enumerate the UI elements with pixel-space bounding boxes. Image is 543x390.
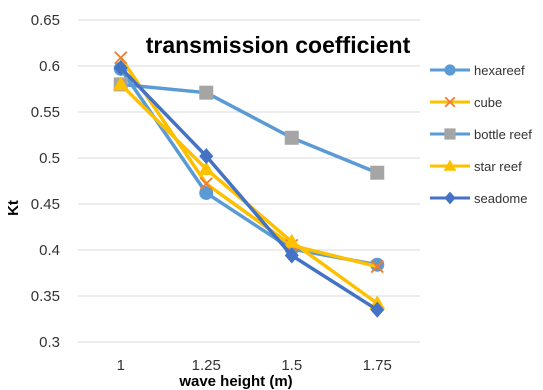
data-point [443,159,457,171]
y-tick-labels: 0.3 0.35 0.4 0.45 0.5 0.55 0.6 0.65 [31,12,60,351]
series-line [119,56,378,269]
gridlines [78,19,420,343]
data-point [199,177,213,191]
data-point [284,130,299,145]
legend-item: hexareef [430,63,525,78]
series-bottle-reef [113,77,385,180]
data-point [284,247,299,264]
y-tick-label: 0.4 [39,242,60,259]
series-seadome [113,59,385,318]
series-line [119,66,379,312]
y-tick-label: 0.55 [31,104,60,121]
x-axis-label: wave height (m) [178,373,292,390]
chart-title: transmission coefficient [146,32,411,58]
x-tick-label: 1.75 [363,357,392,374]
legend-label: bottle reef [474,127,532,142]
data-point [370,257,385,272]
data-point [198,161,215,176]
series-star-reef [112,76,386,310]
y-tick-label: 0.35 [31,288,60,305]
legend: hexareef cube bottle reef star reef seadome [430,63,532,206]
x-tick-label: 1.5 [281,357,302,374]
y-tick-label: 0.6 [39,58,60,75]
data-point [199,148,214,165]
y-tick-label: 0.65 [31,12,60,29]
y-tick-label: 0.5 [39,150,60,167]
series-line [120,82,378,175]
legend-item: seadome [430,191,527,206]
data-point [112,76,129,91]
x-tick-labels: 1 1.25 1.5 1.75 [117,357,392,374]
series-hexareef [113,61,385,272]
series-lines [112,51,386,318]
data-point [199,85,214,100]
legend-item: cube [430,95,502,110]
data-point [444,96,456,108]
y-axis-label: Kt [5,200,22,216]
data-point [114,51,128,65]
x-tick-label: 1 [117,357,125,374]
y-tick-label: 0.3 [39,334,60,351]
y-tick-label: 0.45 [31,196,60,213]
data-point [444,64,456,76]
data-point [370,165,385,180]
data-point [283,233,300,248]
data-point [113,59,128,76]
data-point [444,191,456,205]
series-line [119,67,378,267]
x-tick-label: 1.25 [192,357,221,374]
legend-label: star reef [474,159,522,174]
data-point [370,301,385,318]
data-point [199,185,214,200]
legend-item: star reef [430,159,522,174]
data-point [370,259,384,274]
legend-label: cube [474,95,502,110]
legend-label: hexareef [474,63,525,78]
legend-item: bottle reef [430,127,532,142]
series-cube [114,51,384,274]
legend-label: seadome [474,191,527,206]
data-point [444,128,456,140]
